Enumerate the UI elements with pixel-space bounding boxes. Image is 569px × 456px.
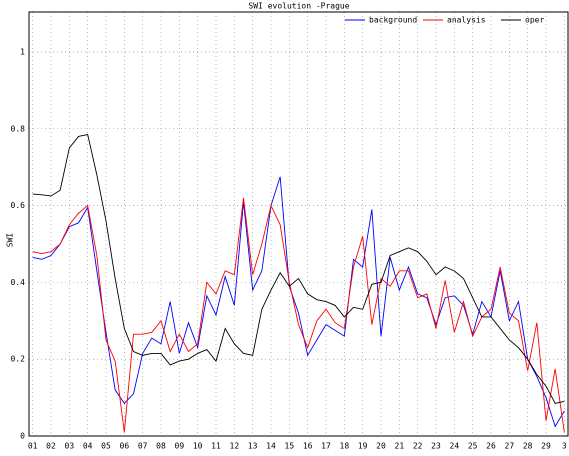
x-tick-label: 08 [156, 442, 166, 451]
plot-frame [28, 11, 569, 437]
y-tick-label: 0 [20, 432, 25, 441]
x-tick-label: 10 [193, 442, 203, 451]
x-tick-label: 16 [303, 442, 313, 451]
x-tick-label: 3 [562, 442, 567, 451]
x-tick-label: 28 [523, 442, 533, 451]
x-tick-label: 19 [358, 442, 368, 451]
x-tick-label: 14 [266, 442, 276, 451]
x-tick-label: 27 [505, 442, 515, 451]
y-tick-label: 0.6 [11, 201, 26, 210]
x-tick-label: 01 [28, 442, 38, 451]
x-tick-label: 24 [450, 442, 460, 451]
x-tick-label: 12 [230, 442, 240, 451]
x-tick-label: 21 [395, 442, 405, 451]
chart-title: SWI evolution -Prague [248, 2, 349, 11]
x-tick-label: 09 [175, 442, 185, 451]
x-tick-label: 22 [413, 442, 423, 451]
legend-label: background [369, 16, 417, 25]
x-tick-label: 15 [285, 442, 295, 451]
x-tick-label: 05 [101, 442, 111, 451]
x-tick-label: 25 [468, 442, 478, 451]
x-tick-label: 29 [541, 442, 551, 451]
x-tick-label: 03 [65, 442, 75, 451]
x-tick-label: 26 [486, 442, 496, 451]
y-tick-label: 1 [20, 47, 25, 56]
y-axis-label: SWI [6, 233, 15, 248]
x-tick-label: 11 [211, 442, 221, 451]
series-line [32, 133, 565, 404]
x-tick-label: 07 [138, 442, 148, 451]
legend-label: analysis [447, 16, 486, 25]
series-line [32, 176, 565, 428]
y-tick-label: 0.4 [11, 278, 26, 287]
x-tick-label: 17 [321, 442, 331, 451]
y-tick-label: 0.8 [11, 124, 26, 133]
x-tick-label: 23 [431, 442, 441, 451]
series-line [32, 197, 565, 433]
x-tick-label: 04 [83, 442, 93, 451]
x-tick-label: 06 [120, 442, 130, 451]
x-tick-label: 20 [376, 442, 386, 451]
legend-label: oper [525, 16, 544, 25]
x-tick-label: 13 [248, 442, 258, 451]
x-tick-label: 02 [46, 442, 56, 451]
x-tick-label: 18 [340, 442, 350, 451]
y-tick-label: 0.2 [11, 355, 26, 364]
